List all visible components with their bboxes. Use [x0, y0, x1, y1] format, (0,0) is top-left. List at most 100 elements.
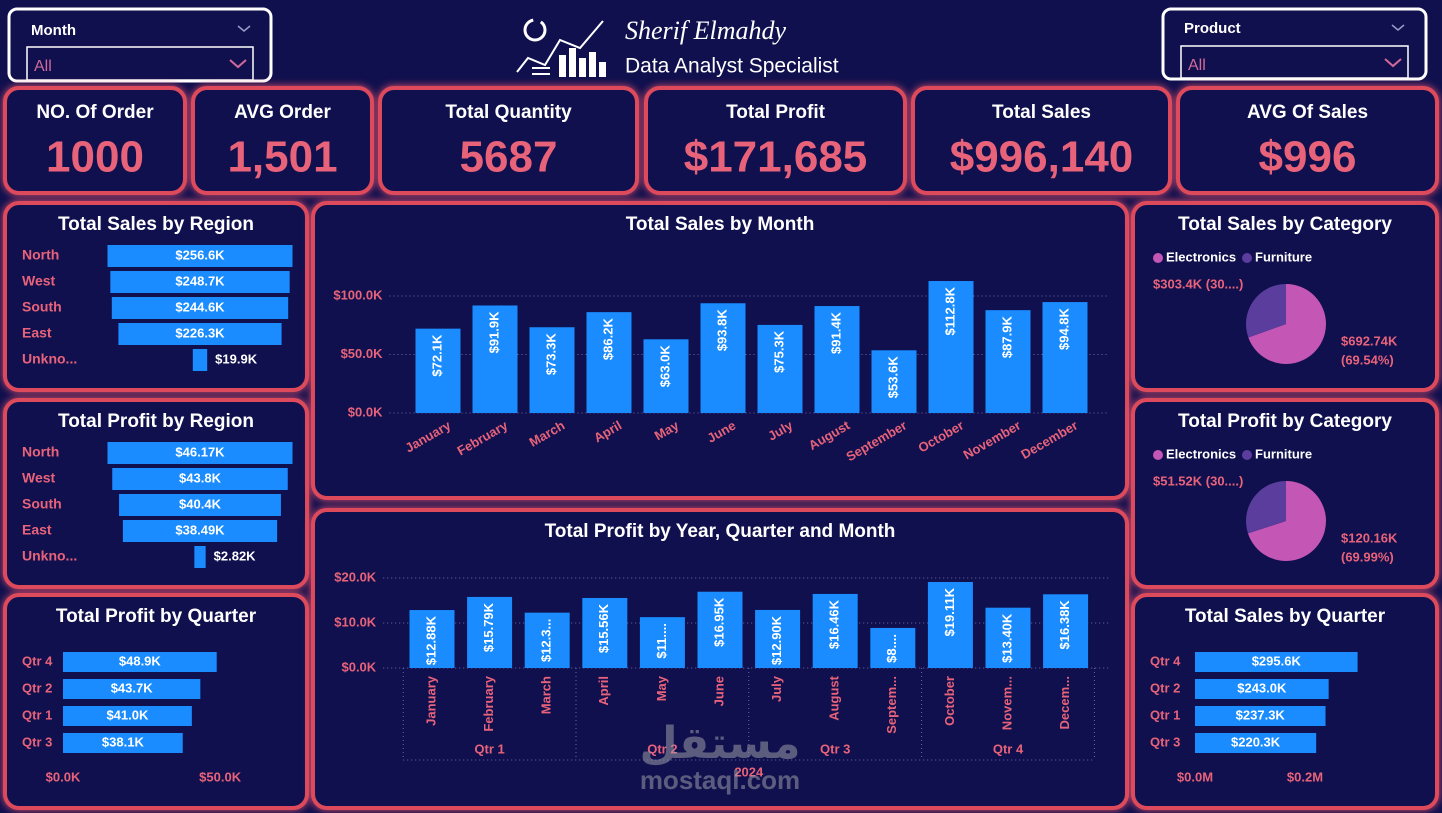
bar: [814, 306, 860, 413]
x-tick-label: May: [654, 675, 669, 701]
data-label: $19.9K: [215, 351, 258, 366]
data-label: $91.9K: [486, 311, 501, 354]
pie-slice: [1247, 481, 1326, 561]
dropdown[interactable]: [26, 46, 254, 81]
kpi-card: [378, 86, 639, 195]
kpi-title: Total Profit: [726, 102, 826, 123]
filter-label: Month: [31, 22, 76, 39]
x-tick-label: July: [769, 675, 784, 702]
bar: [1195, 652, 1358, 672]
chevron: [237, 25, 251, 32]
category-label: Qtr 4: [22, 653, 53, 668]
chart-title: Total Sales by Quarter: [1185, 606, 1386, 627]
bar: [529, 327, 575, 413]
kpi-value: $171,685: [684, 133, 868, 182]
legend-swatch: [1242, 450, 1252, 460]
data-label: $16.46K: [827, 599, 842, 649]
data-label: $15.79K: [481, 602, 496, 652]
year-label: 2024: [734, 764, 764, 779]
bar: [107, 245, 293, 267]
data-label: $248.7K: [175, 273, 225, 288]
bar: [755, 609, 801, 668]
x-tick-label: January: [423, 675, 438, 726]
bar: [697, 591, 743, 668]
y-tick-label: $20.0K: [334, 569, 377, 584]
bar: [700, 303, 746, 413]
category-label: South: [22, 299, 62, 315]
legend-swatch: [1153, 253, 1163, 263]
data-label: $86.2K: [600, 318, 615, 361]
chart-title: Total Profit by Region: [58, 411, 254, 432]
data-label: $12.88K: [423, 615, 438, 665]
x-tick-label: August: [827, 675, 842, 720]
bar: [118, 323, 282, 345]
kpi-value: $996: [1259, 133, 1357, 182]
legend-label: Furniture: [1255, 446, 1312, 461]
dropdown[interactable]: [1180, 45, 1409, 79]
watermark: مستقل: [640, 718, 801, 769]
data-label: $295.6K: [1252, 653, 1302, 668]
bar: [1042, 302, 1088, 413]
bar: [812, 593, 858, 668]
bar: [586, 312, 632, 413]
x-tick-label: $0.0K: [46, 769, 81, 784]
quarter-label: Qtr 3: [820, 741, 850, 756]
category-label: Qtr 4: [1150, 653, 1181, 668]
category-label: South: [22, 496, 62, 512]
data-label: $75.3K: [771, 330, 786, 373]
bar: [1195, 679, 1329, 699]
data-label: $43.7K: [111, 680, 154, 695]
chart-panel: [3, 593, 309, 810]
category-label: West: [22, 273, 56, 289]
data-label: $46.17K: [175, 444, 225, 459]
bar: [985, 310, 1031, 413]
bar: [119, 494, 281, 516]
product-filter[interactable]: Product All: [1161, 7, 1428, 81]
bar: [1043, 594, 1089, 668]
bar: [122, 520, 278, 542]
kpi-card: [644, 86, 907, 195]
x-tick-label: October: [942, 676, 957, 726]
data-label: $53.6K: [885, 356, 900, 399]
data-label: $94.8K: [1056, 307, 1071, 350]
bar: [582, 597, 628, 668]
legend-label: Electronics: [1166, 446, 1236, 461]
bar: [928, 281, 974, 413]
data-label: $38.1K: [102, 734, 145, 749]
x-tick-label: $50.0K: [199, 769, 242, 784]
kpi-value: $996,140: [950, 133, 1134, 182]
kpi-title: NO. Of Order: [36, 102, 154, 123]
bar: [1195, 733, 1317, 753]
bar: [409, 610, 455, 668]
bar: [415, 328, 461, 413]
kpi-title: AVG Of Sales: [1247, 102, 1368, 123]
kpi-value: 5687: [460, 133, 558, 182]
header-title: Sherif Elmahdy: [625, 16, 786, 45]
data-label: $303.4K (30....): [1153, 276, 1243, 291]
bar: [110, 271, 290, 293]
data-label: $87.9K: [999, 316, 1014, 359]
data-label: $12.3...: [539, 619, 554, 662]
filter-label: Product: [1184, 20, 1241, 37]
quarter-label: Qtr 4: [993, 741, 1024, 756]
bar: [194, 546, 206, 568]
quarter-label: Qtr 1: [474, 741, 504, 756]
data-label: $40.4K: [179, 496, 222, 511]
kpi-card: [3, 86, 187, 195]
data-label: $8....: [884, 634, 899, 663]
x-tick-label: June: [711, 676, 726, 706]
kpi-card: [911, 86, 1172, 195]
data-label: $16.38K: [1057, 600, 1072, 650]
chevron: [1391, 24, 1405, 31]
data-label: $237.3K: [1236, 707, 1286, 722]
legend-label: Electronics: [1166, 249, 1236, 264]
month-filter[interactable]: Month All: [7, 7, 273, 83]
category-label: North: [22, 444, 59, 460]
kpi-title: Total Quantity: [445, 102, 572, 123]
bar: [107, 442, 293, 464]
bar: [63, 706, 192, 726]
category-label: Qtr 3: [22, 734, 52, 749]
data-label: $38.49K: [175, 522, 225, 537]
x-tick-label: Septem...: [884, 676, 899, 734]
